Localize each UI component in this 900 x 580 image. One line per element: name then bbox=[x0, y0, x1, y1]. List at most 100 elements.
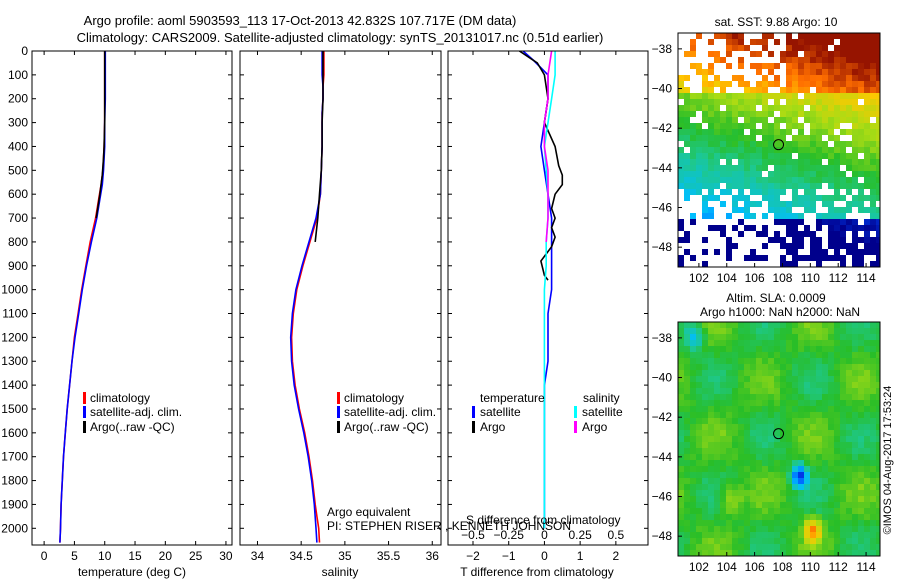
map-cell bbox=[774, 544, 780, 550]
series-t-argo-raw-qc- bbox=[95, 51, 106, 219]
map-cell bbox=[864, 147, 870, 153]
map-cell bbox=[816, 75, 822, 81]
map-cell bbox=[840, 147, 846, 153]
map-cell bbox=[726, 412, 732, 418]
map-cell bbox=[768, 153, 774, 159]
map-cell bbox=[756, 508, 762, 514]
map-cell bbox=[738, 388, 744, 394]
map-cell bbox=[708, 370, 714, 376]
map-cell bbox=[816, 454, 822, 460]
map-cell bbox=[876, 478, 880, 484]
map-cell bbox=[750, 526, 756, 532]
map-cell bbox=[816, 436, 822, 442]
map-cell bbox=[840, 75, 846, 81]
map-cell bbox=[684, 51, 690, 57]
map-cell bbox=[708, 147, 714, 153]
map-cell bbox=[684, 231, 690, 237]
map-cell bbox=[804, 69, 810, 75]
map-cell bbox=[714, 532, 720, 538]
map-cell bbox=[810, 538, 816, 544]
map-cell bbox=[834, 159, 840, 165]
map-ytick-label--48: −48 bbox=[652, 240, 673, 254]
map-cell bbox=[798, 147, 804, 153]
map-cell bbox=[810, 418, 816, 424]
salinity-xlabel: salinity bbox=[322, 565, 359, 579]
map-cell bbox=[840, 45, 846, 51]
map-cell bbox=[720, 472, 726, 478]
map-cell bbox=[870, 478, 876, 484]
map-cell bbox=[816, 51, 822, 57]
map-cell bbox=[702, 406, 708, 412]
map-cell bbox=[696, 147, 702, 153]
map-cell bbox=[816, 135, 822, 141]
map-cell bbox=[792, 484, 798, 490]
map-cell bbox=[876, 400, 880, 406]
map-cell bbox=[750, 376, 756, 382]
map-cell bbox=[702, 261, 708, 267]
map-cell bbox=[678, 442, 684, 448]
map-cell bbox=[702, 430, 708, 436]
map-cell bbox=[876, 406, 880, 412]
map-cell bbox=[804, 544, 810, 550]
map-cell bbox=[786, 400, 792, 406]
map-cell bbox=[834, 454, 840, 460]
map-cell bbox=[708, 177, 714, 183]
map-cell bbox=[858, 207, 864, 213]
map-cell bbox=[852, 346, 858, 352]
map-cell bbox=[738, 99, 744, 105]
map-cell bbox=[684, 183, 690, 189]
map-cell bbox=[870, 364, 876, 370]
map-cell bbox=[870, 51, 876, 57]
map-cell bbox=[810, 99, 816, 105]
map-cell bbox=[840, 261, 846, 267]
map-cell bbox=[828, 358, 834, 364]
map-cell bbox=[810, 51, 816, 57]
map-cell bbox=[684, 454, 690, 460]
map-cell bbox=[786, 322, 792, 328]
sst-map-frame bbox=[677, 32, 881, 268]
map-cell bbox=[828, 346, 834, 352]
map-cell bbox=[678, 177, 684, 183]
map-cell bbox=[684, 340, 690, 346]
map-cell bbox=[822, 496, 828, 502]
map-cell bbox=[804, 99, 810, 105]
map-cell bbox=[864, 406, 870, 412]
map-cell bbox=[762, 550, 768, 556]
map-cell bbox=[786, 105, 792, 111]
map-cell bbox=[714, 388, 720, 394]
map-cell bbox=[756, 520, 762, 526]
map-cell bbox=[678, 484, 684, 490]
map-cell bbox=[834, 442, 840, 448]
map-cell bbox=[858, 249, 864, 255]
map-cell bbox=[678, 472, 684, 478]
difference-frame bbox=[447, 50, 649, 546]
map-cell bbox=[702, 478, 708, 484]
map-cell bbox=[828, 478, 834, 484]
map-cell bbox=[786, 75, 792, 81]
map-cell bbox=[720, 87, 726, 93]
map-cell bbox=[816, 322, 822, 328]
map-cell bbox=[762, 436, 768, 442]
map-cell bbox=[798, 550, 804, 556]
map-cell bbox=[858, 189, 864, 195]
map-cell bbox=[702, 346, 708, 352]
map-cell bbox=[756, 189, 762, 195]
map-cell bbox=[840, 394, 846, 400]
map-cell bbox=[732, 75, 738, 81]
map-cell bbox=[678, 490, 684, 496]
map-cell bbox=[726, 526, 732, 532]
map-cell bbox=[828, 412, 834, 418]
map-cell bbox=[804, 490, 810, 496]
map-cell bbox=[702, 165, 708, 171]
map-cell bbox=[834, 334, 840, 340]
map-cell bbox=[708, 93, 714, 99]
map-cell bbox=[846, 201, 852, 207]
map-cell bbox=[792, 123, 798, 129]
map-cell bbox=[684, 430, 690, 436]
map-cell bbox=[864, 51, 870, 57]
map-cell bbox=[870, 460, 876, 466]
map-cell bbox=[822, 484, 828, 490]
map-cell bbox=[732, 550, 738, 556]
map-cell bbox=[684, 153, 690, 159]
map-cell bbox=[852, 51, 858, 57]
